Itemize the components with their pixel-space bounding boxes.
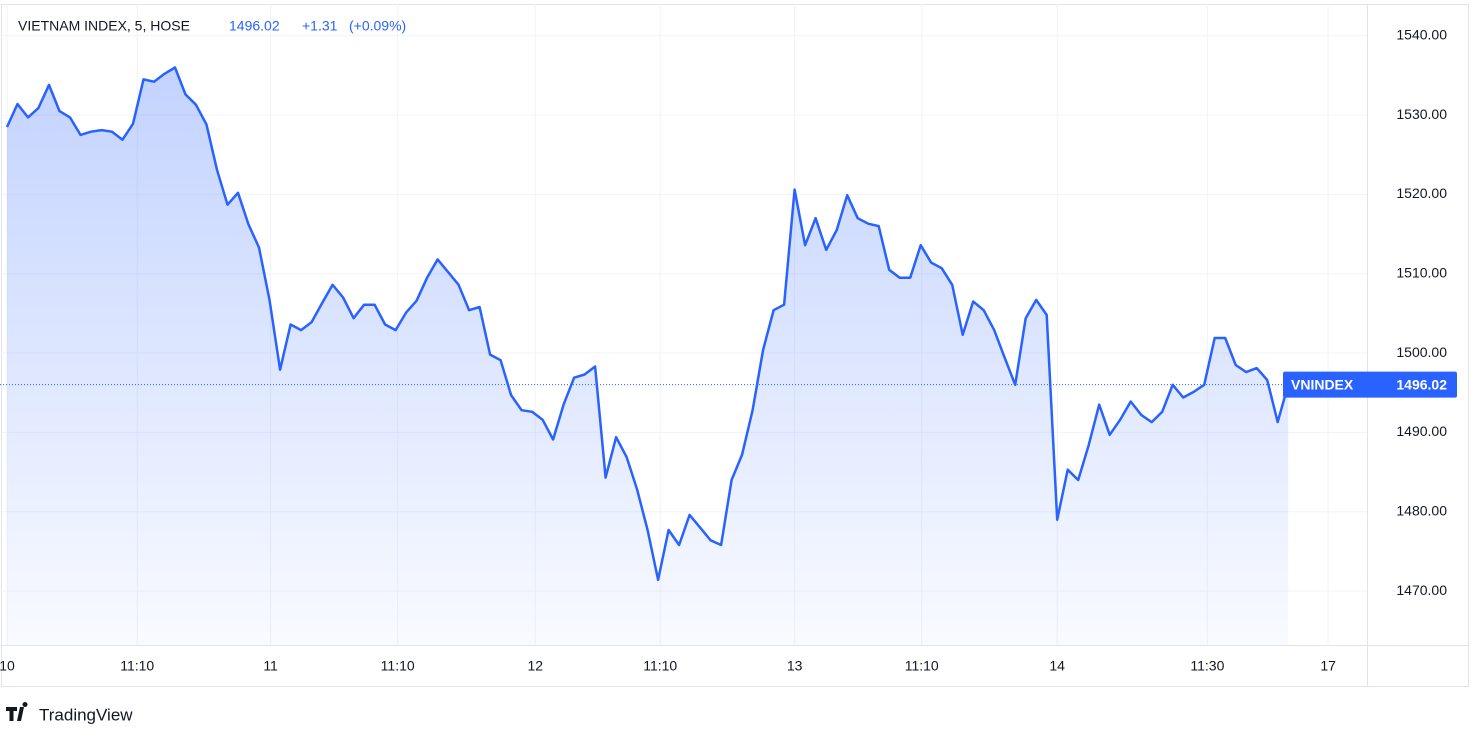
- last-price-label: 1496.02: [1396, 376, 1447, 392]
- x-tick-label: 11:10: [643, 658, 677, 674]
- logo: TradingView: [6, 702, 133, 724]
- frame: [1, 4, 1469, 687]
- header-change-pct: (+0.09%): [349, 18, 406, 34]
- x-tick-label: 11:10: [905, 658, 939, 674]
- x-tick-label: 11:30: [1190, 658, 1224, 674]
- y-tick-label: 1480.00: [1396, 502, 1447, 518]
- y-tick-label: 1530.00: [1396, 106, 1447, 122]
- x-tick-label: 17: [1320, 658, 1336, 674]
- y-tick-label: 1470.00: [1396, 582, 1447, 598]
- x-tick-label: 14: [1049, 658, 1065, 674]
- y-tick-label: 1510.00: [1396, 264, 1447, 280]
- y-tick-label: 1490.00: [1396, 423, 1447, 439]
- last-price-badge: [1283, 371, 1457, 398]
- y-tick-label: 1540.00: [1396, 26, 1447, 42]
- chart-title: VIETNAM INDEX, 5, HOSE: [18, 18, 190, 34]
- y-tick-label: 1520.00: [1396, 185, 1447, 201]
- logo-text: TradingView: [39, 705, 133, 724]
- x-tick-label: 13: [787, 658, 803, 674]
- logo-icon: [6, 702, 28, 721]
- x-tick-label: 11:10: [120, 658, 154, 674]
- x-tick-label: 12: [527, 658, 543, 674]
- x-tick-label: 11: [263, 658, 278, 674]
- header-change: +1.31: [302, 18, 338, 34]
- price-line: [5, 66, 1290, 582]
- header-price: 1496.02: [229, 18, 280, 34]
- x-tick-label: 10: [0, 658, 15, 674]
- x-tick-label: 11:10: [381, 658, 415, 674]
- series-name-label: VNINDEX: [1291, 376, 1354, 392]
- area-fill: [7, 67, 1289, 645]
- y-tick-label: 1500.00: [1396, 344, 1447, 360]
